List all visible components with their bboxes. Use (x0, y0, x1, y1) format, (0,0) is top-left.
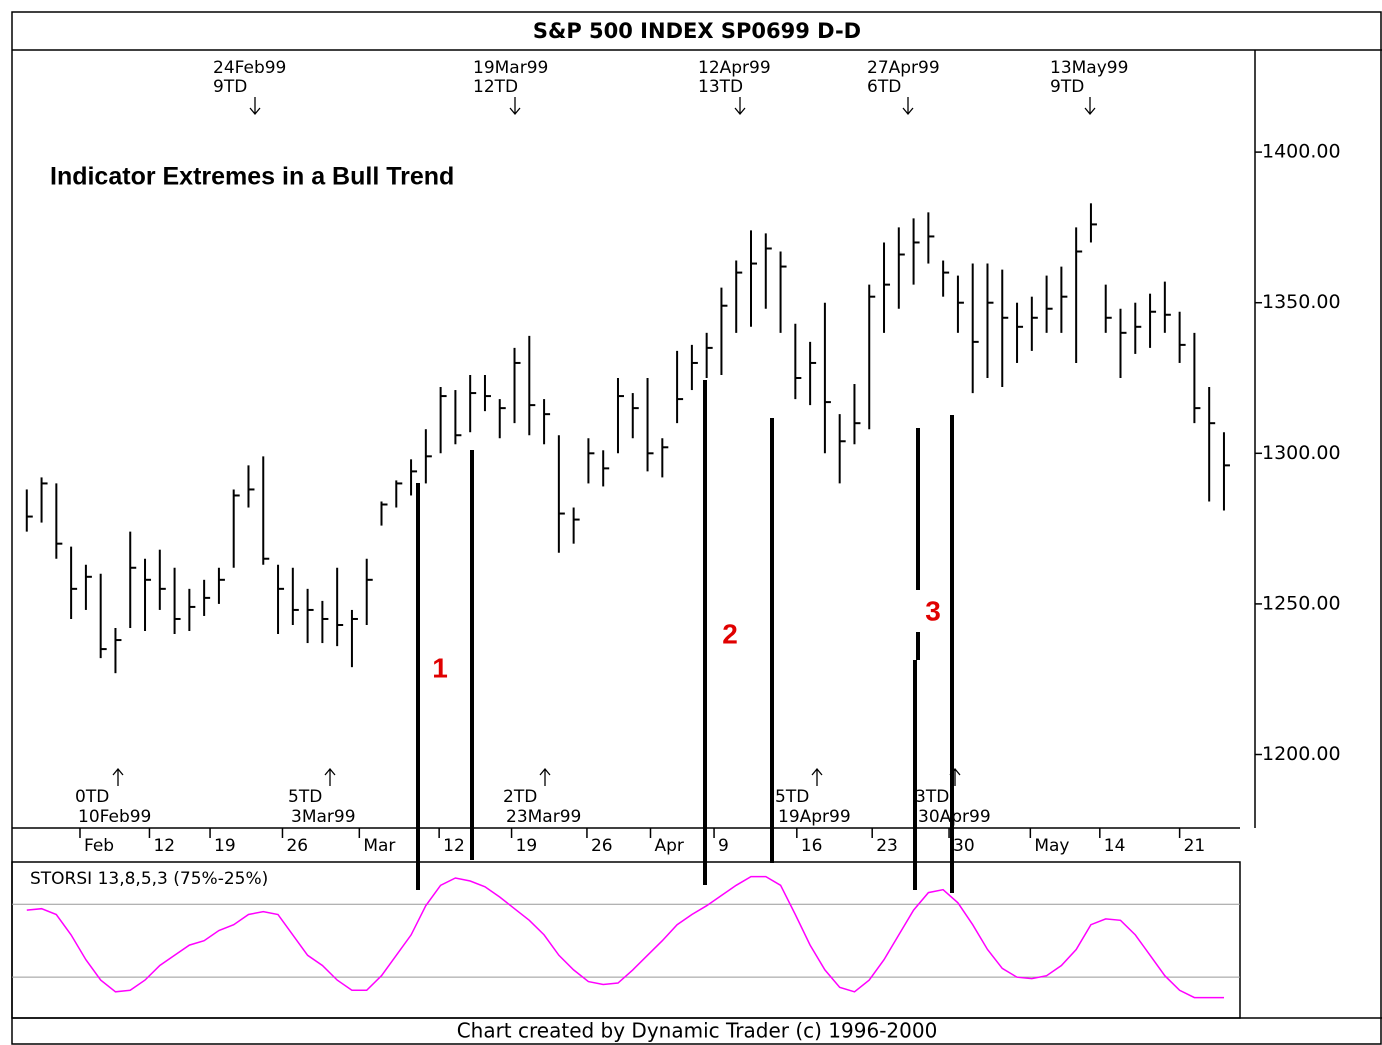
arrow-head (539, 767, 551, 776)
annotation-td: 6TD (867, 77, 901, 97)
annotation-date: 27Apr99 (867, 58, 940, 78)
annotation-date: 19Mar99 (473, 58, 548, 78)
y-tick-label: 1350.00 (1262, 291, 1341, 313)
x-tick-label: Feb (84, 836, 114, 856)
wave-label: 1 (432, 652, 448, 683)
subtitle: Indicator Extremes in a Bull Trend (50, 163, 454, 191)
annotation-td: 5TD (288, 787, 322, 807)
x-tick-label: 23 (876, 836, 898, 856)
annotation-td: 9TD (213, 77, 247, 97)
y-tick-label: 1400.00 (1262, 141, 1341, 163)
x-tick-label: May (1034, 836, 1069, 856)
arrow-head (112, 767, 124, 776)
wave-label: 3 (925, 595, 941, 626)
annotation-date: 10Feb99 (78, 807, 151, 827)
annotation-date: 13May99 (1050, 58, 1128, 78)
arrow-head (734, 107, 746, 116)
arrow-head (249, 107, 261, 116)
annotation-td: 13TD (698, 77, 743, 97)
arrow-head (949, 767, 961, 776)
annotation-td: 5TD (775, 787, 809, 807)
arrow-head (902, 107, 914, 116)
chart-title: S&P 500 INDEX SP0699 D-D (533, 19, 861, 43)
annotation-date: 3Mar99 (291, 807, 356, 827)
x-tick-label: Apr (654, 836, 683, 856)
y-tick-label: 1300.00 (1262, 442, 1341, 464)
oscillator-line (26, 875, 1224, 999)
annotation-date: 23Mar99 (506, 807, 581, 827)
annotation-date: 24Feb99 (213, 58, 286, 78)
x-tick-label: 30 (953, 836, 975, 856)
y-tick-label: 1200.00 (1262, 743, 1341, 765)
x-tick-label: Mar (363, 836, 395, 856)
arrow-head (324, 767, 336, 776)
vertical-lines (416, 380, 954, 893)
annotation-td: 3TD (915, 787, 949, 807)
x-tick-label: 19 (516, 836, 538, 856)
x-tick-label: 12 (153, 836, 175, 856)
x-tick-label: 19 (214, 836, 236, 856)
arrow-head (811, 767, 823, 776)
oscillator-title: STORSI 13,8,5,3 (75%-25%) (30, 869, 268, 889)
annotation-td: 9TD (1050, 77, 1084, 97)
x-tick-label: 9 (718, 836, 729, 856)
annotation-td: 0TD (75, 787, 109, 807)
footer: Chart created by Dynamic Trader (c) 1996… (457, 1019, 938, 1043)
annotation-date: 30Apr99 (918, 807, 991, 827)
arrow-head (1084, 107, 1096, 116)
arrow-head (509, 107, 521, 116)
x-tick-label: 21 (1184, 836, 1206, 856)
annotation-td: 2TD (503, 787, 537, 807)
x-tick-label: 26 (591, 836, 613, 856)
x-tick-label: 26 (286, 836, 308, 856)
annotation-td: 12TD (473, 77, 518, 97)
outer-frame (11, 11, 1382, 1045)
annotation-date: 19Apr99 (778, 807, 851, 827)
wave-label: 2 (722, 618, 738, 649)
annotation-date: 12Apr99 (698, 58, 771, 78)
x-tick-label: 16 (801, 836, 823, 856)
y-tick-label: 1250.00 (1262, 592, 1341, 614)
x-tick-label: 14 (1104, 836, 1126, 856)
x-tick-label: 12 (443, 836, 465, 856)
